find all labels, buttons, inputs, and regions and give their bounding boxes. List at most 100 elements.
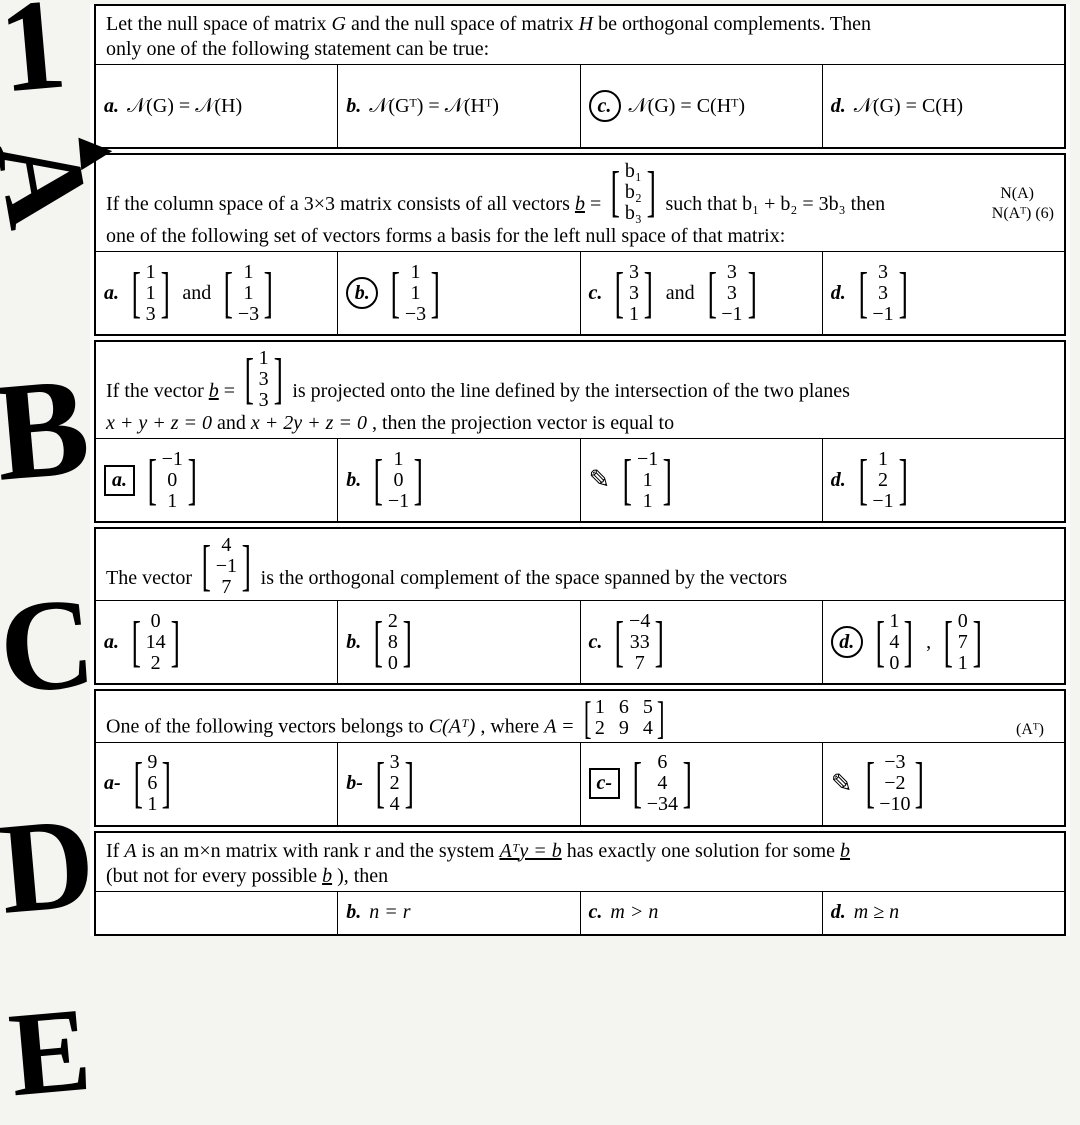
n: −10 — [879, 794, 910, 815]
q6-b-text: n = r — [369, 901, 410, 924]
var-b: b — [840, 840, 850, 862]
q5-opt-a: a- [ 9 6 1 ] — [96, 743, 337, 825]
text: One of the following vectors belongs to — [106, 716, 429, 738]
n: 33 — [630, 632, 650, 653]
var-b2: b — [322, 865, 332, 887]
label-c: c. — [589, 631, 603, 654]
n: 2 — [390, 773, 400, 794]
n: 3 — [629, 283, 639, 304]
vec-b: [ b₁ b₂ b₃ ] — [606, 161, 660, 224]
n: 1 — [889, 611, 899, 632]
q4-opt-d: d. [ 1 4 0 ] , [ 0 7 1 ] — [822, 601, 1064, 683]
n: 4 — [221, 535, 231, 556]
n: −1 — [162, 449, 183, 470]
n: 2 — [151, 653, 161, 674]
text: ), then — [337, 865, 388, 887]
label-a: a. — [104, 282, 119, 305]
text: and the null space of matrix — [351, 13, 579, 35]
n: 1 — [595, 697, 605, 718]
text: is an m×n matrix with rank r and the sys… — [142, 840, 500, 862]
q3-opt-c: ✎ [ −1 1 1 ] — [580, 439, 822, 521]
q5-opt-d: ✎ [ −3 −2 −10 ] — [822, 743, 1064, 825]
q6-opt-a — [96, 892, 337, 934]
q1-opt-d: d. 𝒩(G) = C(H) — [822, 65, 1064, 147]
n: 7 — [958, 632, 968, 653]
q5-options: a- [ 9 6 1 ] b- [ 3 2 4 ] c- [ 6 4 — [96, 742, 1064, 825]
n: 3 — [878, 283, 888, 304]
n: 6 — [657, 752, 667, 773]
question-1: Let the null space of matrix G and the n… — [94, 4, 1066, 149]
n: −4 — [629, 611, 650, 632]
n: 1 — [394, 449, 404, 470]
label-a: a. — [104, 631, 119, 654]
n: −1 — [721, 304, 742, 325]
q1-opt-c: c. 𝒩(G) = C(Hᵀ) — [580, 65, 822, 147]
q3-opt-d: d. [ 1 2 −1 ] — [822, 439, 1064, 521]
plane1: x + y + z = 0 — [106, 412, 212, 434]
q4-opt-b: b. [ 2 8 0 ] — [337, 601, 579, 683]
n: 2 — [878, 470, 888, 491]
n: 1 — [629, 304, 639, 325]
var-b: b — [575, 193, 585, 215]
text: If the vector — [106, 380, 209, 402]
q6-options: b. n = r c. m > n d. m ≥ n — [96, 891, 1064, 934]
var-H: H — [579, 13, 593, 35]
q6-opt-d: d. m ≥ n — [822, 892, 1064, 934]
label-b: b- — [346, 772, 363, 795]
q1-d-text: 𝒩(G) = C(H) — [854, 95, 963, 118]
q6-c-text: m > n — [610, 901, 658, 924]
n: 3 — [390, 752, 400, 773]
b1: b₁ — [625, 161, 642, 182]
handnote-AT: (Aᵀ) — [1016, 721, 1044, 739]
text: has exactly one solution for some — [567, 840, 840, 862]
q2-opt-c: c. [ 3 3 1 ] and [ 3 3 −1 ] — [580, 252, 822, 334]
n: 1 — [244, 262, 254, 283]
n: 3 — [727, 283, 737, 304]
n: 1 — [244, 283, 254, 304]
n: 0 — [958, 611, 968, 632]
n: 4 — [643, 718, 653, 739]
q2-opt-a: a. [ 1 1 3 ] and [ 1 1 −3 ] — [96, 252, 337, 334]
label-c: c. — [589, 282, 603, 305]
n: 1 — [958, 653, 968, 674]
n: 0 — [394, 470, 404, 491]
text: If the column space of a 3×3 matrix cons… — [106, 193, 575, 215]
label-b: b. — [346, 901, 361, 924]
var-A: A — [124, 840, 136, 862]
n: 3 — [727, 262, 737, 283]
question-2: If the column space of a 3×3 matrix cons… — [94, 153, 1066, 336]
plane2: x + 2y + z = 0 — [251, 412, 367, 434]
n: 1 — [146, 262, 156, 283]
q1-b-text: 𝒩(Gᵀ) = 𝒩(Hᵀ) — [369, 95, 499, 118]
n: 0 — [388, 653, 398, 674]
n: 14 — [146, 632, 166, 653]
n: 2 — [388, 611, 398, 632]
text: , where — [480, 716, 544, 738]
n: 6 — [619, 697, 629, 718]
n: 5 — [643, 697, 653, 718]
question-4: The vector [ 4 −1 7 ] is the orthogonal … — [94, 527, 1066, 685]
var-G: G — [331, 13, 345, 35]
q1-opt-a: a. 𝒩(G) = 𝒩(H) — [96, 65, 337, 147]
scribble-icon: ✎ — [831, 769, 853, 799]
q2-opt-b: b. [ 1 1 −3 ] — [337, 252, 579, 334]
handnote-NAT: N(Aᵀ) (6) — [992, 205, 1054, 223]
q2-options: a. [ 1 1 3 ] and [ 1 1 −3 ] b. [ 1 1 −3 — [96, 251, 1064, 334]
n: 1 — [167, 491, 177, 512]
circled-c-icon: c. — [589, 90, 621, 122]
n: 3 — [878, 262, 888, 283]
n: −1 — [637, 449, 658, 470]
b2: b₂ — [625, 182, 642, 203]
CAT: C(Aᵀ) — [429, 716, 476, 738]
label-d: d. — [831, 469, 846, 492]
boxed-a-icon: a. — [104, 465, 135, 496]
n: 1 — [411, 262, 421, 283]
n: −34 — [647, 794, 678, 815]
handmark-E: E — [6, 1001, 94, 1104]
text: is projected onto the line defined by th… — [292, 380, 850, 402]
n: 0 — [889, 653, 899, 674]
and: and — [182, 282, 211, 305]
text: be orthogonal complements. Then — [598, 13, 871, 35]
n: −3 — [238, 304, 259, 325]
question-5: One of the following vectors belongs to … — [94, 689, 1066, 827]
